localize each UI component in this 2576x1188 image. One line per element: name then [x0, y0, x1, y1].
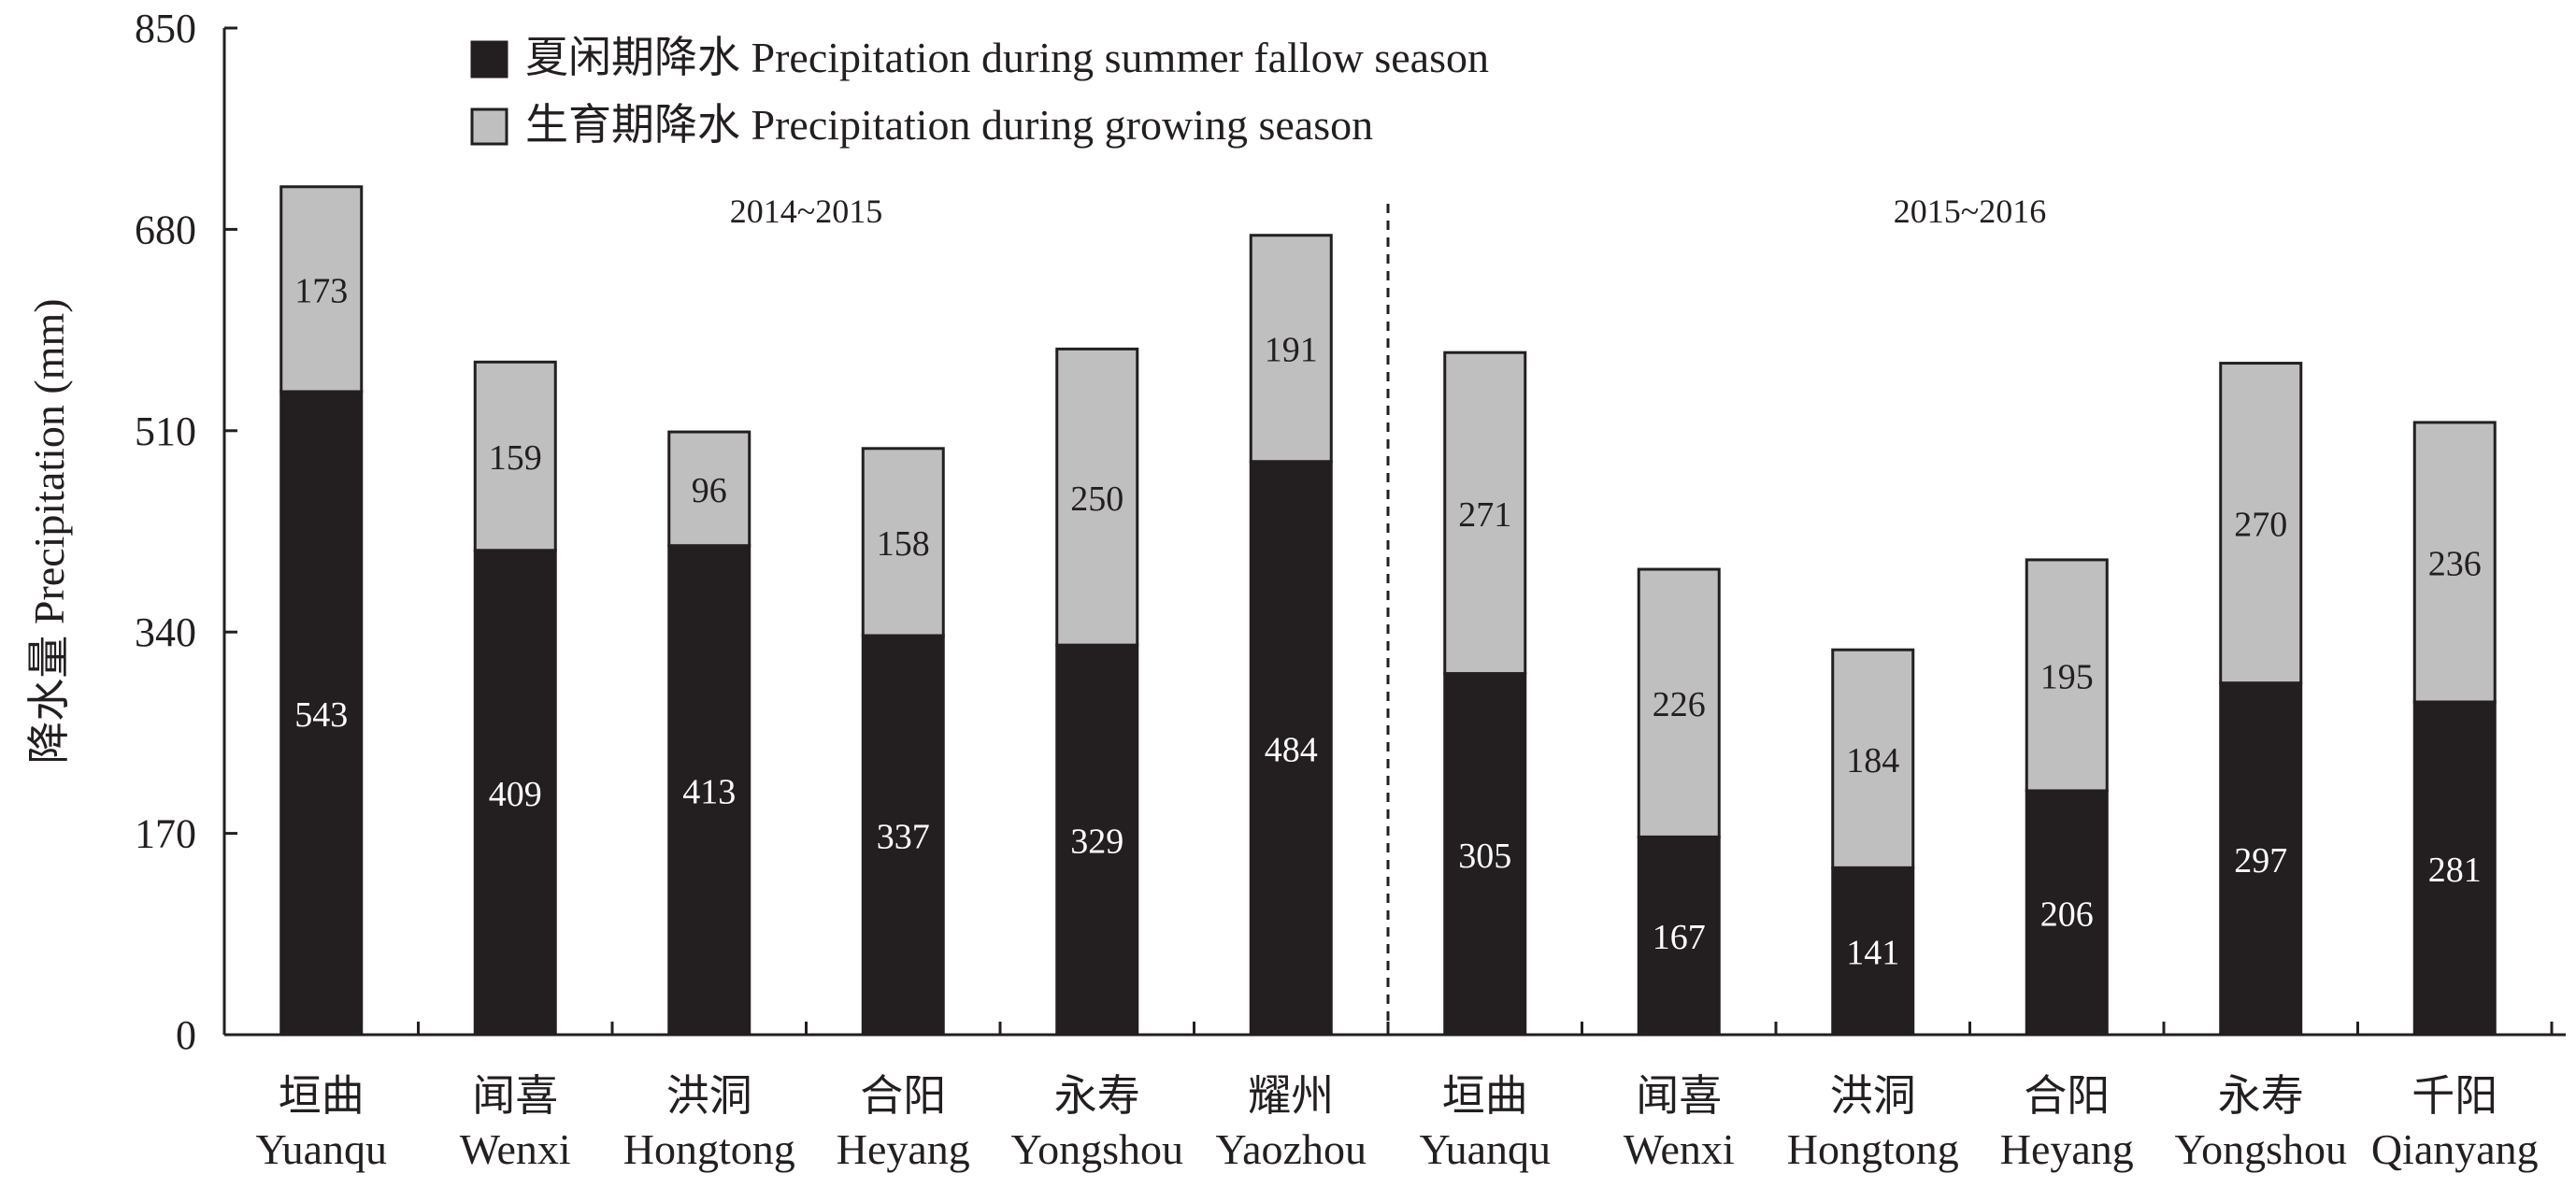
data-label-summer-fallow: 329: [1070, 823, 1123, 862]
y-tick-label: 0: [176, 1012, 196, 1058]
legend-swatch-growing-season: [470, 107, 508, 146]
y-tick-label: 510: [135, 408, 196, 454]
data-label-growing-season: 271: [1458, 495, 1511, 535]
data-label-summer-fallow: 206: [2040, 895, 2094, 934]
x-tick-label-en: Wenxi: [1624, 1125, 1735, 1173]
bar-growing-season: [2025, 558, 2109, 793]
bar-growing-season: [2412, 421, 2497, 704]
bar-summer-fallow: [861, 634, 945, 1037]
data-label-growing-season: 226: [1653, 685, 1706, 724]
x-tick-label-zh: 洪洞: [1830, 1072, 1916, 1120]
data-label-summer-fallow: 167: [1653, 918, 1706, 957]
data-label-summer-fallow: 141: [1846, 934, 1899, 973]
bar-growing-season: [1831, 648, 1915, 869]
bar-growing-season: [1637, 567, 1721, 838]
x-tick-label-en: Yuanqu: [1419, 1125, 1551, 1173]
x-tick-label-zh: 永寿: [2218, 1072, 2304, 1120]
x-tick-label-zh: 闻喜: [472, 1072, 558, 1120]
bar-summer-fallow: [473, 549, 557, 1037]
bar-growing-season: [861, 447, 945, 637]
x-tick-label-en: Heyang: [837, 1125, 970, 1173]
data-label-summer-fallow: 297: [2234, 841, 2287, 880]
y-tick-label: 850: [135, 6, 196, 51]
bar-summer-fallow: [2219, 681, 2303, 1037]
x-tick-label-zh: 闻喜: [1636, 1072, 1722, 1120]
data-label-growing-season: 236: [2428, 544, 2482, 583]
data-label-summer-fallow: 409: [489, 775, 542, 814]
data-label-growing-season: 184: [1846, 741, 1899, 780]
bar-summer-fallow: [279, 390, 364, 1037]
y-tick-label: 170: [135, 811, 196, 857]
data-label-summer-fallow: 413: [682, 772, 736, 811]
bar-summer-fallow: [1831, 866, 1915, 1037]
data-label-summer-fallow: 281: [2428, 851, 2482, 890]
data-label-summer-fallow: 543: [294, 695, 348, 735]
x-tick-label-zh: 合阳: [860, 1072, 946, 1120]
bar-growing-season: [1249, 234, 1333, 464]
x-tick-label-zh: 垣曲: [279, 1072, 365, 1120]
data-label-growing-season: 195: [2040, 657, 2094, 696]
x-tick-label-zh: 洪洞: [666, 1072, 752, 1120]
bar-summer-fallow: [667, 544, 751, 1037]
data-label-growing-season: 270: [2234, 506, 2287, 545]
data-label-summer-fallow: 484: [1265, 730, 1318, 769]
data-label-summer-fallow: 305: [1458, 837, 1511, 876]
bar-summer-fallow: [1443, 672, 1527, 1037]
data-label-growing-season: 158: [877, 524, 930, 564]
bar-growing-season: [473, 360, 557, 552]
x-tick-label-en: Yongshou: [2174, 1125, 2347, 1173]
y-axis-title: 降水量 Precipitation (mm): [25, 298, 73, 764]
y-tick-label: 680: [135, 207, 196, 252]
bar-growing-season: [1443, 351, 1527, 676]
x-tick-label-zh: 永寿: [1054, 1072, 1140, 1120]
x-tick-label-zh: 耀州: [1248, 1072, 1334, 1120]
bar-growing-season: [2219, 362, 2303, 685]
x-tick-label-en: Yuanqu: [255, 1125, 387, 1173]
data-label-growing-season: 159: [489, 438, 542, 478]
x-tick-label-zh: 千阳: [2411, 1072, 2497, 1120]
x-tick-label-en: Wenxi: [460, 1125, 571, 1173]
x-tick-label-en: Hongtong: [1787, 1125, 1959, 1173]
bar-growing-season: [1055, 347, 1139, 647]
bar-summer-fallow: [2025, 789, 2109, 1037]
bar-summer-fallow: [1637, 835, 1721, 1037]
y-tick-label: 340: [135, 609, 196, 655]
x-tick-label-en: Qianyang: [2371, 1125, 2539, 1173]
x-tick-label-en: Yongshou: [1010, 1125, 1183, 1173]
data-label-growing-season: 96: [692, 471, 727, 510]
data-label-growing-season: 173: [294, 271, 348, 310]
data-label-summer-fallow: 337: [877, 818, 930, 857]
bar-growing-season: [667, 430, 751, 548]
bar-summer-fallow: [1249, 460, 1333, 1037]
data-label-growing-season: 191: [1265, 331, 1318, 370]
legend-label-growing-season: 生育期降水 Precipitation during growing seaso…: [525, 101, 1373, 149]
bar-growing-season: [279, 185, 364, 394]
x-tick-label-en: Heyang: [2000, 1125, 2134, 1173]
x-tick-label-zh: 合阳: [2024, 1072, 2110, 1120]
legend-label-summer-fallow: 夏闲期降水 Precipitation during summer fallow…: [525, 34, 1489, 81]
x-tick-label-en: Yaozhou: [1216, 1125, 1367, 1173]
data-label-growing-season: 250: [1070, 479, 1123, 519]
bar-summer-fallow: [1055, 643, 1139, 1037]
x-tick-label-en: Hongtong: [623, 1125, 795, 1173]
group-label: 2015~2016: [1894, 193, 2046, 230]
x-tick-label-zh: 垣曲: [1442, 1072, 1528, 1120]
group-label: 2014~2015: [730, 193, 882, 230]
legend-swatch-summer-fallow: [470, 40, 508, 79]
